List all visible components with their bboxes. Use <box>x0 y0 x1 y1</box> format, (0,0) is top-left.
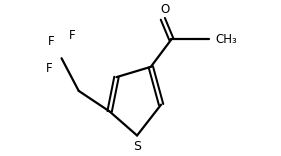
Text: F: F <box>69 29 75 42</box>
Text: CH₃: CH₃ <box>215 33 237 46</box>
Text: S: S <box>133 140 141 153</box>
Text: O: O <box>161 3 170 16</box>
Text: F: F <box>46 62 53 75</box>
Text: F: F <box>48 35 55 48</box>
